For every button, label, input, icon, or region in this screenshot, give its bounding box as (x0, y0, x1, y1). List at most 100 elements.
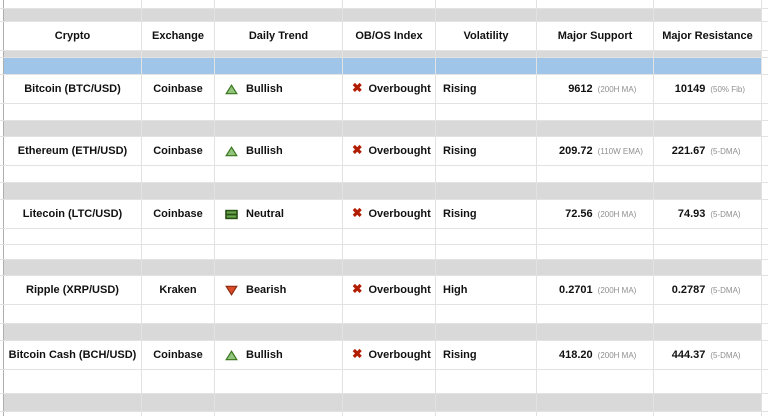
header-label: Daily Trend (248, 30, 309, 42)
cell-volatility[interactable]: Rising (436, 75, 537, 103)
empty-cell (343, 370, 436, 393)
spacer-row (0, 305, 768, 324)
obos-label: Overbought (368, 145, 431, 157)
empty-cell (142, 370, 215, 393)
cell-major-support[interactable]: 0.2701 (200H MA) (537, 276, 654, 304)
empty-cell (215, 305, 343, 323)
right-margin (762, 341, 768, 369)
highlighted-row (0, 58, 768, 75)
header-cell-obos-index[interactable]: OB/OS Index (343, 22, 436, 50)
separator-row (0, 394, 768, 412)
right-margin (762, 276, 768, 304)
empty-cell (343, 229, 436, 244)
volatility-label: Rising (443, 83, 477, 95)
empty-cell (537, 260, 654, 275)
left-margin (0, 9, 4, 21)
separator-row (0, 121, 768, 137)
empty-cell (215, 183, 343, 199)
cell-volatility[interactable]: Rising (436, 341, 537, 369)
empty-cell (537, 51, 654, 57)
cell-exchange[interactable]: Coinbase (142, 341, 215, 369)
empty-cell (215, 394, 343, 411)
empty-cell (654, 324, 762, 340)
spacer-row (0, 245, 768, 260)
empty-cell (4, 166, 142, 182)
cell-exchange[interactable]: Coinbase (142, 200, 215, 228)
right-margin (762, 412, 768, 416)
cell-daily-trend[interactable]: Bullish (215, 75, 343, 103)
cell-exchange[interactable]: Kraken (142, 276, 215, 304)
crypto-label: Bitcoin (BTC/USD) (24, 83, 121, 95)
right-margin (762, 121, 768, 136)
cell-major-support[interactable]: 72.56 (200H MA) (537, 200, 654, 228)
trend-label: Bullish (246, 349, 283, 361)
cell-major-resistance[interactable]: 74.93 (5-DMA) (654, 200, 762, 228)
red-cross-icon: ✖ (352, 281, 363, 296)
volatility-label: Rising (443, 208, 477, 220)
empty-cell (436, 370, 537, 393)
empty-cell (142, 166, 215, 182)
empty-cell (343, 260, 436, 275)
obos-label: Overbought (368, 284, 431, 296)
cell-crypto[interactable]: Ethereum (ETH/USD) (4, 137, 142, 165)
left-margin (0, 137, 4, 165)
empty-cell (215, 370, 343, 393)
cell-major-resistance[interactable]: 0.2787 (5-DMA) (654, 276, 762, 304)
cell-major-support[interactable]: 9612 (200H MA) (537, 75, 654, 103)
empty-cell (142, 260, 215, 275)
cell-crypto[interactable]: Ripple (XRP/USD) (4, 276, 142, 304)
cell-volatility[interactable]: High (436, 276, 537, 304)
cell-major-resistance[interactable]: 221.67 (5-DMA) (654, 137, 762, 165)
empty-cell (436, 166, 537, 182)
header-label: Exchange (152, 30, 204, 42)
cell-obos[interactable]: ✖ Overbought (343, 276, 436, 304)
empty-cell (142, 229, 215, 244)
empty-cell (4, 104, 142, 120)
neutral-square-icon (225, 209, 238, 219)
cell-daily-trend[interactable]: Bullish (215, 137, 343, 165)
empty-cell (537, 9, 654, 21)
cell-major-resistance[interactable]: 444.37 (5-DMA) (654, 341, 762, 369)
header-cell-daily-trend[interactable]: Daily Trend (215, 22, 343, 50)
cell-daily-trend[interactable]: Bullish (215, 341, 343, 369)
cell-obos[interactable]: ✖ Overbought (343, 341, 436, 369)
cell-obos[interactable]: ✖ Overbought (343, 137, 436, 165)
cell-major-resistance[interactable]: 10149 (50% Fib) (654, 75, 762, 103)
empty-cell (343, 58, 436, 74)
cell-obos[interactable]: ✖ Overbought (343, 200, 436, 228)
header-cell-volatility[interactable]: Volatility (436, 22, 537, 50)
empty-cell (537, 166, 654, 182)
empty-cell (4, 412, 142, 416)
header-cell-exchange[interactable]: Exchange (142, 22, 215, 50)
empty-cell (215, 412, 343, 416)
empty-cell (436, 412, 537, 416)
right-margin (762, 166, 768, 182)
cell-exchange[interactable]: Coinbase (142, 137, 215, 165)
cell-major-support[interactable]: 209.72 (110W EMA) (537, 137, 654, 165)
cell-major-support[interactable]: 418.20 (200H MA) (537, 341, 654, 369)
header-cell-major-support[interactable]: Major Support (537, 22, 654, 50)
cell-volatility[interactable]: Rising (436, 137, 537, 165)
support-value: 418.20 (559, 349, 593, 361)
cell-obos[interactable]: ✖ Overbought (343, 75, 436, 103)
empty-cell (343, 121, 436, 136)
red-cross-icon: ✖ (352, 80, 363, 95)
support-value: 72.56 (565, 208, 593, 220)
cell-volatility[interactable]: Rising (436, 200, 537, 228)
cell-exchange[interactable]: Coinbase (142, 75, 215, 103)
empty-cell (4, 229, 142, 244)
empty-cell (654, 305, 762, 323)
right-margin (762, 260, 768, 275)
header-cell-major-resistance[interactable]: Major Resistance (654, 22, 762, 50)
cell-daily-trend[interactable]: Bearish (215, 276, 343, 304)
empty-cell (537, 370, 654, 393)
left-margin (0, 75, 4, 103)
cell-daily-trend[interactable]: Neutral (215, 200, 343, 228)
cell-crypto[interactable]: Litecoin (LTC/USD) (4, 200, 142, 228)
header-cell-crypto[interactable]: Crypto (4, 22, 142, 50)
cell-crypto[interactable]: Bitcoin (BTC/USD) (4, 75, 142, 103)
right-margin (762, 137, 768, 165)
crypto-label: Bitcoin Cash (BCH/USD) (8, 349, 137, 361)
cell-crypto[interactable]: Bitcoin Cash (BCH/USD) (4, 341, 142, 369)
